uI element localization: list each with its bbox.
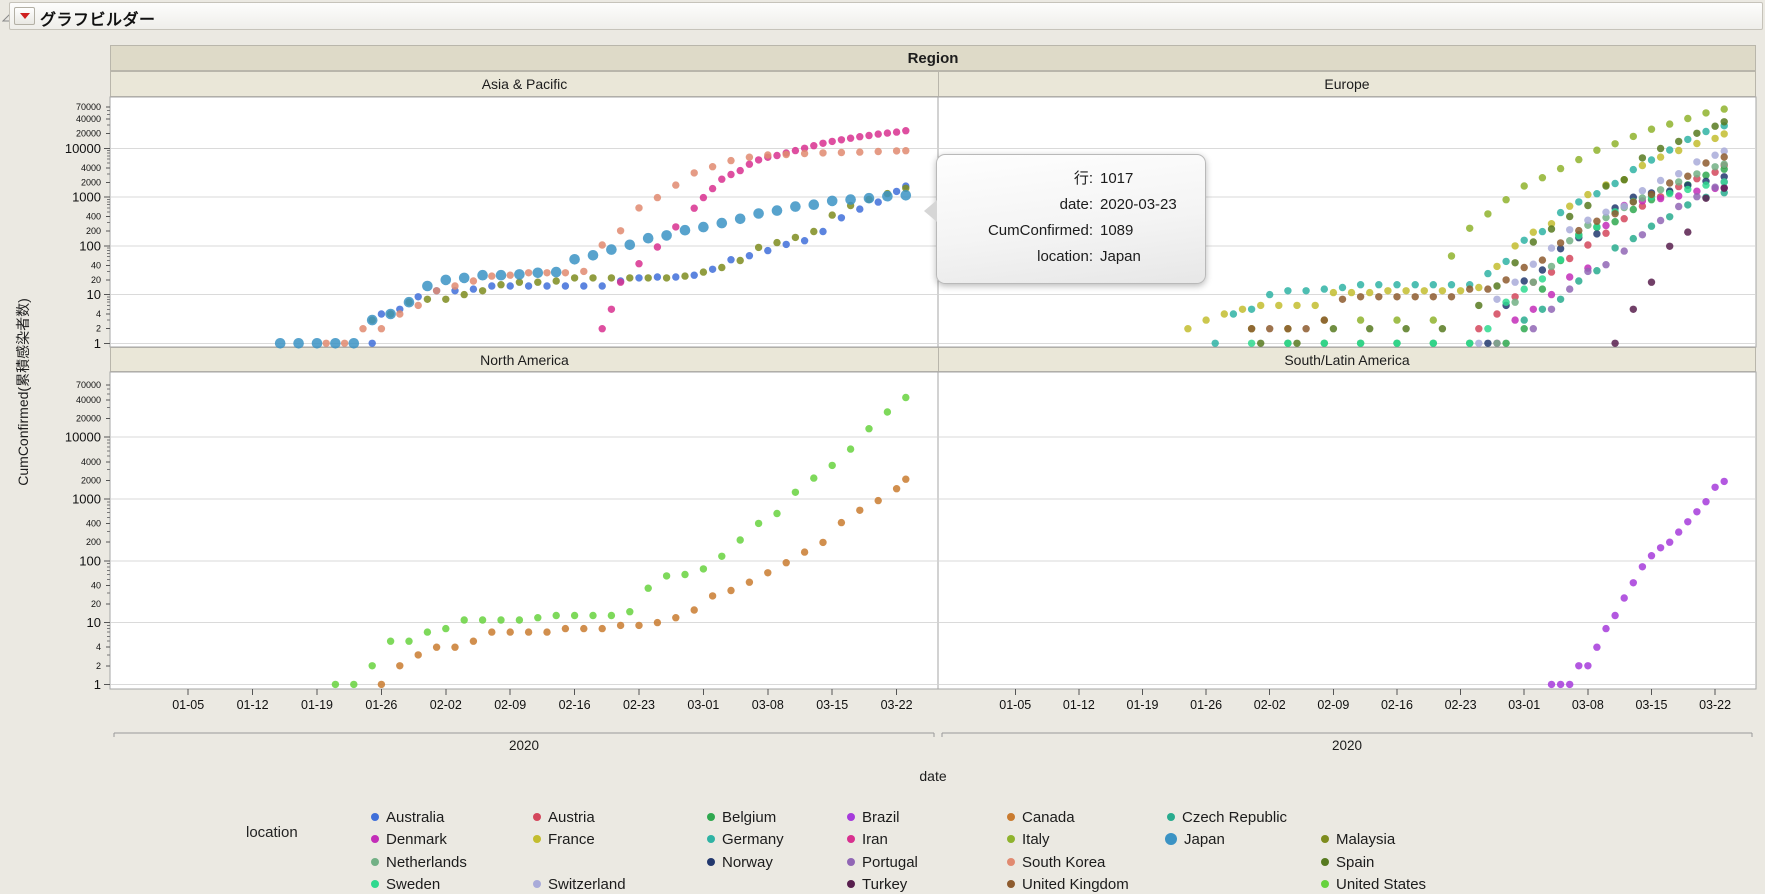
legend-marker-icon — [707, 858, 715, 866]
facet-header-asia-pacific[interactable]: Asia & Pacific — [110, 71, 939, 97]
legend-item-label: United Kingdom — [1022, 875, 1129, 893]
legend-item-label: Turkey — [862, 875, 908, 893]
legend-marker-icon — [1007, 858, 1015, 866]
legend-item-label: Malaysia — [1336, 830, 1396, 848]
tooltip-location-value: Japan — [1100, 248, 1141, 265]
legend-item-italy[interactable]: Italy — [1007, 829, 1050, 849]
x-axis[interactable] — [110, 689, 1756, 724]
y-axis-title[interactable]: CumConfirmed(累積感染者数) — [15, 298, 31, 486]
legend-item-germany[interactable]: Germany — [707, 829, 784, 849]
legend-item-austria[interactable]: Austria — [533, 807, 595, 827]
legend-item-label: Germany — [722, 830, 784, 848]
facet-region-band[interactable]: Region — [110, 45, 1756, 71]
legend-item-canada[interactable]: Canada — [1007, 807, 1075, 827]
panel-north-america[interactable] — [110, 372, 938, 689]
legend-item-label: Iran — [862, 830, 888, 848]
legend-item-label: France — [548, 830, 595, 848]
legend-marker-icon — [1007, 813, 1015, 821]
legend-item-norway[interactable]: Norway — [707, 852, 773, 872]
tooltip-date-value: 2020-03-23 — [1100, 196, 1177, 213]
legend-marker-icon — [533, 880, 541, 888]
legend-marker-icon — [371, 813, 379, 821]
year-label-right: 2020 — [1331, 738, 1363, 753]
legend-item-label: Switzerland — [548, 875, 626, 893]
panel-south-latin-america[interactable] — [938, 372, 1756, 689]
legend-item-label: Netherlands — [386, 853, 467, 871]
legend-item-label: Spain — [1336, 853, 1375, 871]
legend-item-belgium[interactable]: Belgium — [707, 807, 776, 827]
window-title: グラフビルダー — [40, 12, 156, 29]
legend-item-united-states[interactable]: United States — [1321, 874, 1426, 894]
legend-item-label: Denmark — [386, 830, 447, 848]
legend-item-label: Czech Republic — [1182, 808, 1288, 826]
panel-asia-pacific[interactable] — [110, 97, 938, 347]
legend-item-label: Belgium — [722, 808, 777, 826]
legend-marker-icon — [847, 880, 855, 888]
facet-header-north-america[interactable]: North America — [110, 347, 939, 372]
legend-item-brazil[interactable]: Brazil — [847, 807, 900, 827]
legend-item-netherlands[interactable]: Netherlands — [371, 852, 467, 872]
x-axis-title[interactable]: date — [919, 768, 947, 784]
legend-item-label: Italy — [1022, 830, 1050, 848]
legend-item-label: Japan — [1184, 830, 1225, 848]
legend-marker-icon — [1165, 833, 1177, 845]
report-menu-button[interactable] — [14, 7, 35, 25]
y-axis[interactable] — [55, 97, 110, 689]
legend-item-australia[interactable]: Australia — [371, 807, 444, 827]
legend-marker-icon — [1007, 880, 1015, 888]
legend-item-turkey[interactable]: Turkey — [847, 874, 907, 894]
legend-marker-icon — [1321, 858, 1329, 866]
tooltip-cumconfirmed-label: CumConfirmed: — [987, 222, 1093, 239]
legend-item-label: Norway — [722, 853, 773, 871]
legend-item-japan[interactable]: Japan — [1165, 829, 1225, 849]
legend-marker-icon — [707, 813, 715, 821]
legend-item-south-korea[interactable]: South Korea — [1007, 852, 1105, 872]
legend-item-label: South Korea — [1022, 853, 1106, 871]
legend-item-france[interactable]: France — [533, 829, 595, 849]
legend-marker-icon — [1007, 835, 1015, 843]
facet-header-south-latin-america[interactable]: South/Latin America — [938, 347, 1756, 372]
legend-item-portugal[interactable]: Portugal — [847, 852, 918, 872]
legend-marker-icon — [533, 835, 541, 843]
facet-header-europe[interactable]: Europe — [938, 71, 1756, 97]
legend-marker-icon — [1321, 880, 1329, 888]
legend-item-czech-republic[interactable]: Czech Republic — [1167, 807, 1287, 827]
legend-marker-icon — [707, 835, 715, 843]
legend-item-united-kingdom[interactable]: United Kingdom — [1007, 874, 1129, 894]
legend-item-iran[interactable]: Iran — [847, 829, 888, 849]
hover-tooltip: 行: 1017 date: 2020-03-23 CumConfirmed: 1… — [924, 154, 1206, 284]
legend-marker-icon — [847, 813, 855, 821]
legend-item-malaysia[interactable]: Malaysia — [1321, 829, 1395, 849]
legend-item-spain[interactable]: Spain — [1321, 852, 1374, 872]
legend-item-switzerland[interactable]: Switzerland — [533, 874, 626, 894]
legend-item-denmark[interactable]: Denmark — [371, 829, 447, 849]
legend-marker-icon — [533, 813, 541, 821]
legend-item-label: Sweden — [386, 875, 441, 893]
legend-marker-icon — [371, 858, 379, 866]
legend-item-sweden[interactable]: Sweden — [371, 874, 440, 894]
legend-item-label: United States — [1336, 875, 1427, 893]
legend-marker-icon — [847, 835, 855, 843]
legend-item-label: Brazil — [862, 808, 900, 826]
red-triangle-icon — [19, 13, 30, 19]
tooltip-date-label: date: — [1059, 196, 1093, 213]
legend-marker-icon — [847, 858, 855, 866]
legend-item-label: Canada — [1022, 808, 1075, 826]
legend-marker-icon — [371, 880, 379, 888]
legend-item-label: Australia — [386, 808, 445, 826]
legend-item-label: Austria — [548, 808, 595, 826]
tooltip-location-label: location: — [1037, 248, 1093, 265]
tooltip-arrow-icon — [924, 200, 937, 222]
legend-item-label: Portugal — [862, 853, 918, 871]
legend-title: location — [246, 824, 298, 841]
legend-marker-icon — [371, 835, 379, 843]
tooltip-row-value: 1017 — [1100, 170, 1134, 187]
tooltip-row-label: 行: — [1073, 170, 1093, 187]
tooltip-cumconfirmed-value: 1089 — [1100, 222, 1134, 239]
year-label-left: 2020 — [508, 738, 540, 753]
title-bar: グラフビルダー — [9, 2, 1763, 30]
legend-marker-icon — [1321, 835, 1329, 843]
legend-marker-icon — [1167, 813, 1175, 821]
